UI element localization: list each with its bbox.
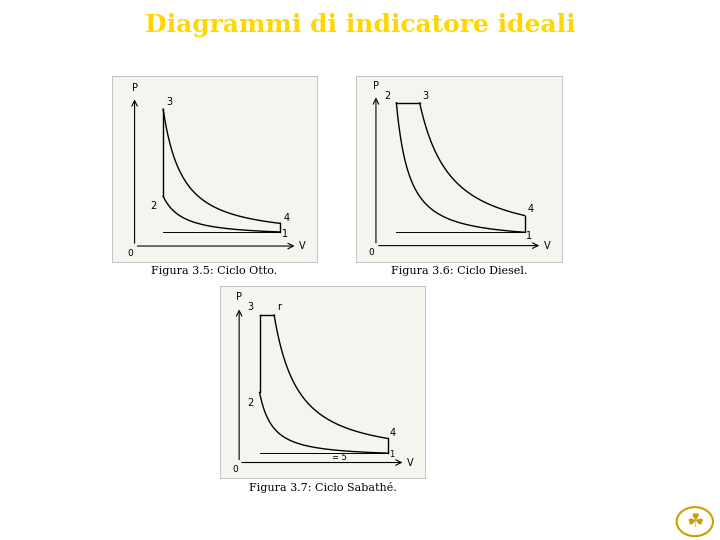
Text: Prof. P. R. Spina: Prof. P. R. Spina — [11, 517, 104, 526]
Text: 3: 3 — [423, 91, 428, 102]
Text: 4: 4 — [528, 204, 534, 214]
Text: 1: 1 — [390, 450, 395, 460]
Text: "Modellistica dei sistemi energetici", LS Ingegneria informatica e dell'automazi: "Modellistica dei sistemi energetici", L… — [126, 517, 604, 526]
Text: 2: 2 — [384, 91, 390, 102]
Text: 0: 0 — [127, 248, 133, 258]
Text: 2: 2 — [248, 397, 253, 408]
Text: Diagrammi di indicatore ideali: Diagrammi di indicatore ideali — [145, 13, 575, 37]
Text: 2: 2 — [150, 201, 156, 211]
Text: 4: 4 — [283, 213, 289, 223]
Text: Figura 3.6: Ciclo Diesel.: Figura 3.6: Ciclo Diesel. — [391, 266, 528, 276]
Text: r: r — [277, 302, 281, 312]
Text: P: P — [236, 292, 242, 302]
Text: Figura 3.5: Ciclo Otto.: Figura 3.5: Ciclo Otto. — [151, 266, 278, 276]
Text: V: V — [299, 241, 305, 251]
Text: 4: 4 — [390, 428, 395, 437]
Text: P: P — [373, 80, 379, 91]
Text: 0: 0 — [232, 464, 238, 474]
Text: 0: 0 — [369, 248, 374, 258]
Text: 3: 3 — [166, 97, 172, 107]
Text: = 5: = 5 — [333, 453, 347, 462]
Text: 1: 1 — [282, 229, 288, 239]
Text: V: V — [544, 241, 550, 251]
Text: P: P — [132, 83, 138, 93]
Text: 3: 3 — [248, 302, 253, 312]
Text: 1: 1 — [526, 231, 532, 241]
Text: Figura 3.7: Ciclo Sabathé.: Figura 3.7: Ciclo Sabathé. — [248, 482, 397, 492]
Text: ☘: ☘ — [686, 512, 703, 531]
Text: V: V — [407, 457, 413, 468]
